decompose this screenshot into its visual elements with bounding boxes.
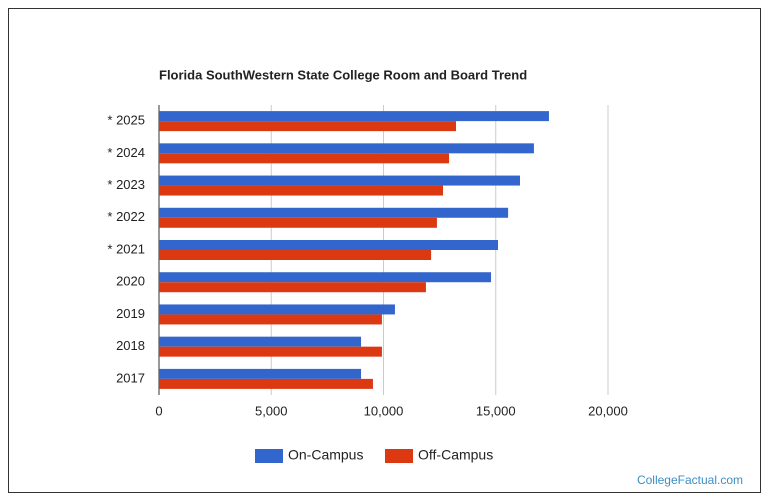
- watermark: CollegeFactual.com: [637, 473, 743, 487]
- x-tick-label: 5,000: [255, 403, 288, 418]
- y-tick-label: * 2025: [107, 113, 145, 128]
- bar: [159, 217, 437, 228]
- bar: [159, 314, 382, 325]
- y-tick-label: * 2023: [107, 177, 145, 192]
- bar: [159, 250, 432, 260]
- x-tick-label: 20,000: [588, 403, 628, 418]
- bar: [159, 143, 534, 154]
- y-tick-label: * 2022: [107, 209, 145, 224]
- bar: [159, 111, 549, 122]
- x-tick-label: 0: [155, 403, 162, 418]
- bar: [159, 346, 382, 357]
- y-tick-label: * 2024: [107, 145, 145, 160]
- legend-label: Off-Campus: [418, 447, 493, 463]
- bar: [159, 368, 362, 379]
- bar: [159, 185, 443, 196]
- bar: [159, 240, 498, 250]
- chart-title: Florida SouthWestern State College Room …: [159, 67, 527, 82]
- x-tick-label: 10,000: [364, 403, 404, 418]
- y-tick-label: 2020: [116, 274, 145, 289]
- y-tick-label: 2018: [116, 338, 145, 353]
- y-tick-label: 2019: [116, 306, 145, 321]
- legend-swatch: [385, 449, 413, 463]
- bar: [159, 207, 509, 218]
- bar: [159, 304, 395, 315]
- y-tick-label: 2017: [116, 370, 145, 385]
- bar: [159, 378, 373, 389]
- x-tick-label: 15,000: [476, 403, 516, 418]
- legend-label: On-Campus: [288, 447, 363, 463]
- bar: [159, 272, 492, 283]
- bar: [159, 336, 362, 347]
- bar: [159, 175, 520, 186]
- legend-swatch: [255, 449, 283, 463]
- y-tick-label: * 2021: [107, 241, 145, 256]
- bar: [159, 121, 457, 132]
- bar: [159, 153, 450, 164]
- bar: [159, 282, 426, 293]
